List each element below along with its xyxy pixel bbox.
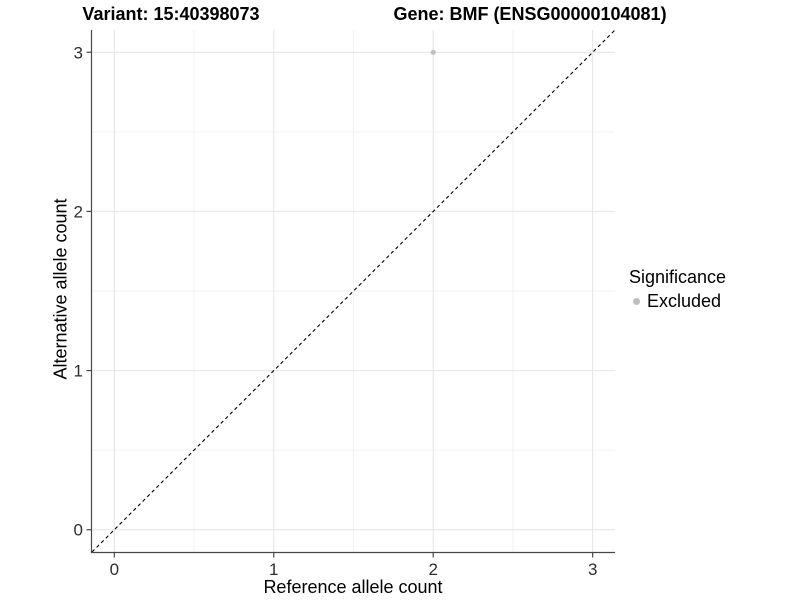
legend: Significance Excluded [629,267,726,312]
y-axis-title: Alternative allele count [50,198,71,380]
gene-title: Gene: BMF (ENSG00000104081) [393,4,667,24]
x-tick-label: 3 [588,560,597,579]
y-tick-label: 3 [74,43,83,62]
legend-item-excluded: Excluded [629,291,726,312]
legend-title: Significance [629,267,727,287]
x-tick-label: 1 [269,560,278,579]
excluded-circle-icon [633,298,640,305]
variant-title: Variant: 15:40398073 [82,4,260,24]
x-tick-label: 0 [110,560,119,579]
y-tick-label: 2 [74,202,83,221]
y-tick-label: 1 [74,362,83,381]
data-point [430,49,436,55]
x-tick-label: 2 [428,560,437,579]
legend-item-label: Excluded [647,291,722,311]
y-tick-label: 0 [74,521,83,540]
x-axis-title: Reference allele count [263,577,443,597]
